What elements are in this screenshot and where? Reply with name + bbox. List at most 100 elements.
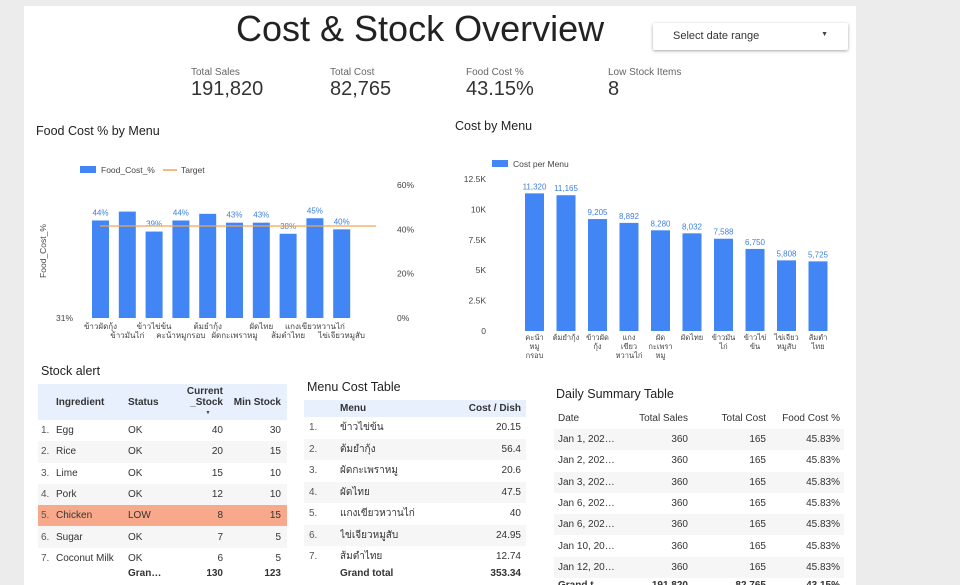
row-index: 4. [41, 489, 50, 501]
total-label: Grand total [340, 568, 394, 579]
col-current-stock[interactable]: Current _Stock ▼ [171, 384, 223, 420]
table-row[interactable]: 1. Egg OK 40 30 [38, 420, 287, 441]
row-index: 5. [41, 510, 50, 522]
bar-9[interactable] [808, 261, 828, 331]
bar-1[interactable] [118, 211, 136, 318]
bar-9[interactable] [333, 229, 351, 318]
col-status[interactable]: Status [128, 396, 159, 408]
x-tick-label: ข้าวไข่ [744, 333, 766, 342]
ingredient-cell: Rice [56, 446, 77, 458]
total-row: Grand t…191,82082,76543.15% [554, 578, 844, 585]
table-row[interactable]: 6. ไข่เจียวหมูสับ 24.95 [304, 524, 526, 546]
col-total-sales[interactable]: Total Sales [639, 412, 688, 424]
bar-2[interactable] [588, 219, 607, 331]
y-tick-label: 0 [481, 326, 486, 336]
legend-swatch-cost [492, 160, 508, 167]
bar-7[interactable] [279, 233, 297, 318]
min-stock-cell: 30 [269, 425, 281, 437]
status-cell: OK [128, 531, 143, 543]
total-row: Grand total 353.34 [304, 568, 526, 580]
table-row[interactable]: Jan 12, 20… 360 165 45.83% [554, 556, 844, 579]
col-min-stock[interactable]: Min Stock [233, 396, 281, 408]
date-cell: Jan 10, 20… [558, 540, 615, 552]
stock-alert-table: Ingredient Status Current _Stock ▼ Min S… [38, 384, 287, 579]
cost-cell: 165 [749, 561, 766, 573]
total-spacer [304, 568, 340, 580]
bar-5[interactable] [682, 233, 702, 331]
cost-cell: 40 [509, 508, 521, 520]
pct-cell: 45.83% [806, 455, 840, 467]
kpi-label: Total Cost [330, 67, 375, 78]
x-tick-label: ข้าวผัดกุ้ง [84, 322, 117, 331]
table-row[interactable]: Jan 6, 202… 360 165 45.83% [554, 514, 844, 536]
table-row[interactable]: 2. Rice OK 20 15 [38, 441, 287, 463]
ingredient-cell: Coconut Milk [56, 552, 114, 564]
bar-0[interactable] [525, 193, 544, 331]
daily-summary-table: Date Total Sales Total Cost Food Cost % … [554, 407, 844, 585]
data-label: 44% [92, 208, 108, 217]
y-tick-label: 12.5K [464, 174, 487, 184]
min-stock-cell: 15 [269, 446, 281, 458]
col-cost-per-dish[interactable]: Cost / Dish [468, 403, 521, 414]
table-row[interactable]: 1. ข้าวไข่ข้น 20.15 [304, 417, 526, 439]
date-cell: Jan 2, 202… [558, 455, 615, 467]
data-label: 43% [253, 211, 269, 220]
table-row[interactable]: Jan 1, 202… 360 165 45.83% [554, 429, 844, 451]
table-row[interactable]: 7. ส้มตำไทย 12.74 [304, 546, 526, 568]
total-min: 123 [264, 569, 281, 580]
sort-desc-icon[interactable]: ▼ [205, 409, 211, 416]
x-tick-label: ไทย [810, 342, 824, 351]
bar-7[interactable] [745, 248, 765, 331]
table-row[interactable]: 7. Coconut Milk OK 6 5 [38, 548, 287, 569]
cost-cell: 165 [749, 519, 766, 531]
table-row[interactable]: 4. ผัดไทย 47.5 [304, 481, 526, 503]
bar-0[interactable] [92, 220, 109, 318]
table-row[interactable]: Jan 10, 20… 360 165 45.83% [554, 535, 844, 556]
col-food-cost-pct[interactable]: Food Cost % [782, 412, 840, 424]
table-row[interactable]: 5. แกงเขียวหวานไก่ 40 [304, 503, 526, 525]
col-menu[interactable]: Menu [340, 403, 367, 414]
col-date[interactable]: Date [558, 412, 580, 424]
bar-8[interactable] [306, 218, 324, 318]
sales-cell: 360 [671, 540, 688, 552]
table-row[interactable]: Jan 3, 202… 360 165 45.83% [554, 471, 844, 493]
status-cell: OK [128, 467, 143, 479]
kpi-total-sales: Total Sales 191,820 [191, 67, 263, 101]
bar-5[interactable] [226, 222, 243, 318]
bar-8[interactable] [777, 260, 796, 331]
bar-4[interactable] [651, 230, 670, 331]
col-total-cost[interactable]: Total Cost [721, 412, 766, 424]
data-label: 40% [334, 217, 350, 226]
bar-6[interactable] [252, 222, 270, 318]
row-index: 7. [309, 551, 318, 563]
bar-6[interactable] [714, 238, 733, 331]
date-cell: Jan 6, 202… [558, 498, 615, 510]
table-row[interactable]: Jan 6, 202… 360 165 45.83% [554, 493, 844, 514]
y-tick-label: 10K [471, 204, 486, 214]
table-row[interactable]: 4. Pork OK 12 10 [38, 483, 287, 506]
table-row[interactable]: 5. Chicken LOW 8 15 [38, 505, 287, 527]
bar-1[interactable] [556, 195, 576, 331]
bar-4[interactable] [199, 213, 217, 318]
kpi-value: 82,765 [330, 78, 392, 100]
cost-cell: 165 [749, 434, 766, 446]
data-label: 8,280 [650, 219, 671, 228]
table-row[interactable]: 2. ต้มยำกุ้ง 56.4 [304, 438, 526, 460]
table-row[interactable]: 3. ผัดกะเพราหมู 20.6 [304, 460, 526, 482]
chevron-down-icon: ▼ [821, 31, 828, 38]
table-row[interactable]: 6. Sugar OK 7 5 [38, 526, 287, 548]
table-row[interactable]: Jan 2, 202… 360 165 45.83% [554, 450, 844, 471]
col-ingredient[interactable]: Ingredient [56, 396, 105, 408]
bar-2[interactable] [145, 231, 163, 318]
current-stock-cell: 7 [217, 531, 223, 543]
cost-cell: 20.15 [495, 422, 521, 434]
bar-3[interactable] [619, 222, 639, 331]
right-axis-tick: 60% [397, 180, 414, 190]
x-tick-label: กรอบ [526, 351, 544, 360]
date-range-label: Select date range [673, 30, 760, 42]
x-tick-label: คะน้าหมูกรอบ [156, 331, 205, 341]
table-row[interactable]: 3. Lime OK 15 10 [38, 463, 287, 484]
bar-3[interactable] [172, 220, 190, 318]
date-range-dropdown[interactable]: Select date range ▼ [653, 23, 848, 50]
data-label: 5,725 [808, 250, 829, 259]
